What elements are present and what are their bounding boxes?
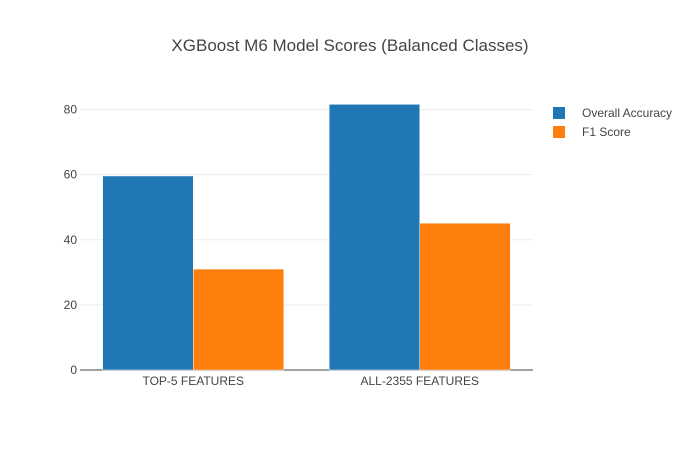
legend-label: Overall Accuracy [582,106,672,120]
legend-swatch [553,107,565,119]
y-axis-ticks: 0 20 40 60 80 [64,103,78,377]
bar-f1-score[interactable] [419,222,511,371]
y-tick-label: 80 [64,103,78,117]
x-tick-label: TOP-5 FEATURES [142,374,244,388]
bar-overall-accuracy[interactable] [102,175,194,371]
bar-overall-accuracy[interactable] [328,104,420,371]
legend-swatch [553,126,565,138]
legend-item[interactable]: Overall Accuracy [553,106,672,120]
y-tick-label: 20 [64,298,78,312]
y-tick-label: 0 [70,363,77,377]
chart-title: XGBoost M6 Model Scores (Balanced Classe… [171,36,528,55]
x-tick-label: ALL-2355 FEATURES [361,374,480,388]
y-tick-label: 60 [64,168,78,182]
y-tick-label: 40 [64,233,78,247]
legend-item[interactable]: F1 Score [553,125,631,139]
bars [102,104,511,371]
legend[interactable]: Overall Accuracy F1 Score [553,106,672,139]
bar-f1-score[interactable] [193,268,285,371]
legend-label: F1 Score [582,125,631,139]
x-axis-ticks: TOP-5 FEATURES ALL-2355 FEATURES [142,374,479,388]
